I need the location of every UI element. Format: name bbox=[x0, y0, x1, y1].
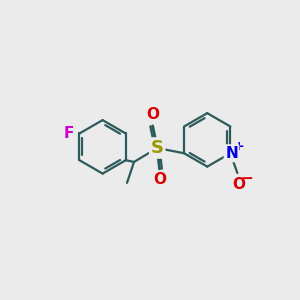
Text: +: + bbox=[234, 140, 244, 153]
Text: F: F bbox=[64, 126, 74, 141]
Text: O: O bbox=[232, 177, 245, 192]
Text: S: S bbox=[151, 139, 164, 157]
Text: O: O bbox=[153, 172, 166, 187]
Text: N: N bbox=[225, 146, 238, 161]
Text: −: − bbox=[241, 171, 254, 186]
Text: O: O bbox=[146, 107, 159, 122]
